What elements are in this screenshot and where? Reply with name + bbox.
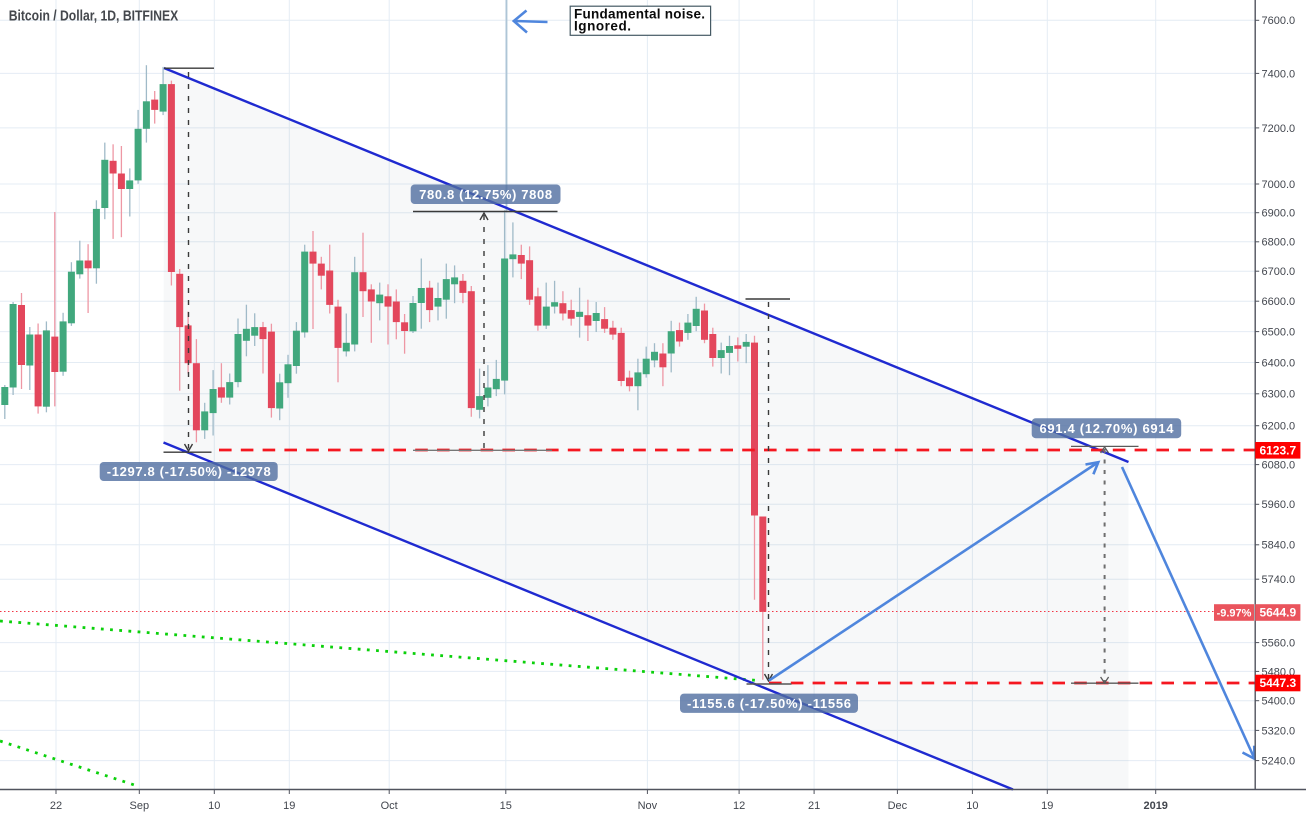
svg-text:22: 22 bbox=[50, 800, 62, 812]
svg-text:6800.0: 6800.0 bbox=[1262, 237, 1296, 249]
svg-text:6700.0: 6700.0 bbox=[1262, 266, 1296, 278]
svg-text:Ignored.: Ignored. bbox=[574, 19, 631, 34]
svg-text:-1155.6 (-17.50%) -11556: -1155.6 (-17.50%) -11556 bbox=[687, 696, 851, 711]
svg-text:Nov: Nov bbox=[638, 800, 658, 812]
svg-text:6080.0: 6080.0 bbox=[1262, 460, 1296, 472]
svg-text:Fundamental noise.: Fundamental noise. bbox=[574, 6, 705, 21]
svg-text:5320.0: 5320.0 bbox=[1262, 725, 1296, 737]
svg-text:-9.97%: -9.97% bbox=[1217, 608, 1252, 620]
svg-text:6200.0: 6200.0 bbox=[1262, 421, 1296, 433]
svg-text:5447.3: 5447.3 bbox=[1259, 676, 1296, 690]
svg-text:2019: 2019 bbox=[1143, 800, 1167, 812]
svg-text:5240.0: 5240.0 bbox=[1262, 756, 1296, 768]
svg-text:-1297.8 (-17.50%) -12978: -1297.8 (-17.50%) -12978 bbox=[107, 464, 271, 479]
svg-text:5840.0: 5840.0 bbox=[1262, 540, 1296, 552]
svg-text:10: 10 bbox=[966, 800, 978, 812]
svg-text:5960.0: 5960.0 bbox=[1262, 499, 1296, 511]
svg-text:6600.0: 6600.0 bbox=[1262, 296, 1296, 308]
svg-text:Bitcoin / Dollar, 1D, BITFINEX: Bitcoin / Dollar, 1D, BITFINEX bbox=[9, 9, 179, 25]
svg-text:5644.9: 5644.9 bbox=[1259, 606, 1296, 620]
svg-text:12: 12 bbox=[733, 800, 745, 812]
svg-text:7400.0: 7400.0 bbox=[1262, 68, 1296, 80]
svg-text:691.4 (12.70%) 6914: 691.4 (12.70%) 6914 bbox=[1039, 421, 1174, 436]
svg-text:21: 21 bbox=[808, 800, 820, 812]
svg-text:Oct: Oct bbox=[381, 800, 398, 812]
svg-text:6300.0: 6300.0 bbox=[1262, 389, 1296, 401]
svg-text:10: 10 bbox=[208, 800, 220, 812]
svg-text:19: 19 bbox=[1041, 800, 1053, 812]
svg-text:780.8 (12.75%) 7808: 780.8 (12.75%) 7808 bbox=[419, 187, 552, 202]
svg-text:5400.0: 5400.0 bbox=[1262, 696, 1296, 708]
svg-text:Sep: Sep bbox=[130, 800, 150, 812]
svg-text:6500.0: 6500.0 bbox=[1262, 327, 1296, 339]
svg-text:5560.0: 5560.0 bbox=[1262, 638, 1296, 650]
svg-text:5740.0: 5740.0 bbox=[1262, 574, 1296, 586]
svg-text:Dec: Dec bbox=[888, 800, 908, 812]
svg-text:7600.0: 7600.0 bbox=[1262, 15, 1296, 27]
svg-text:6400.0: 6400.0 bbox=[1262, 357, 1296, 369]
svg-text:15: 15 bbox=[500, 800, 512, 812]
svg-text:6123.7: 6123.7 bbox=[1259, 443, 1296, 457]
svg-text:7000.0: 7000.0 bbox=[1262, 179, 1296, 191]
svg-text:7200.0: 7200.0 bbox=[1262, 123, 1296, 135]
svg-text:19: 19 bbox=[283, 800, 295, 812]
svg-text:6900.0: 6900.0 bbox=[1262, 208, 1296, 220]
